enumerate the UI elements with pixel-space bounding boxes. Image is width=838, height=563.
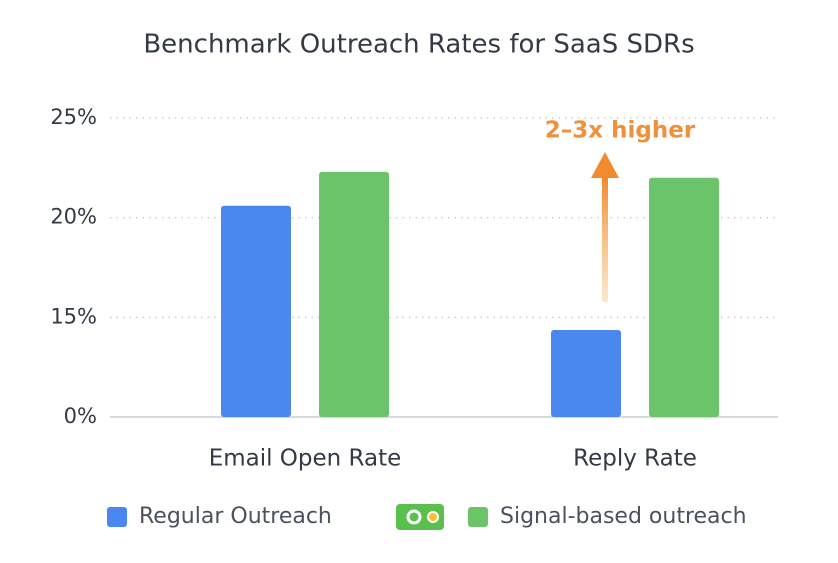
legend-icon <box>396 504 444 530</box>
y-tick-label: 20% <box>50 205 97 229</box>
y-tick-label: 15% <box>50 304 97 328</box>
bar <box>649 177 719 417</box>
bar <box>319 171 389 417</box>
annotation: 2–3x higher <box>545 118 696 144</box>
chart-title: Benchmark Outreach Rates for SaaS SDRs <box>143 30 694 60</box>
bar <box>221 205 291 417</box>
legend-swatch <box>107 507 127 527</box>
x-tick-label: Reply Rate <box>573 446 697 472</box>
bar <box>551 329 621 417</box>
legend-swatch <box>468 507 488 527</box>
legend-label: Regular Outreach <box>139 504 332 529</box>
legend-label: Signal-based outreach <box>500 504 747 529</box>
y-tick-label: 25% <box>50 105 97 129</box>
annotation-arrow <box>591 152 619 302</box>
x-tick-label: Email Open Rate <box>209 446 402 472</box>
y-tick-label: 0% <box>64 404 97 428</box>
